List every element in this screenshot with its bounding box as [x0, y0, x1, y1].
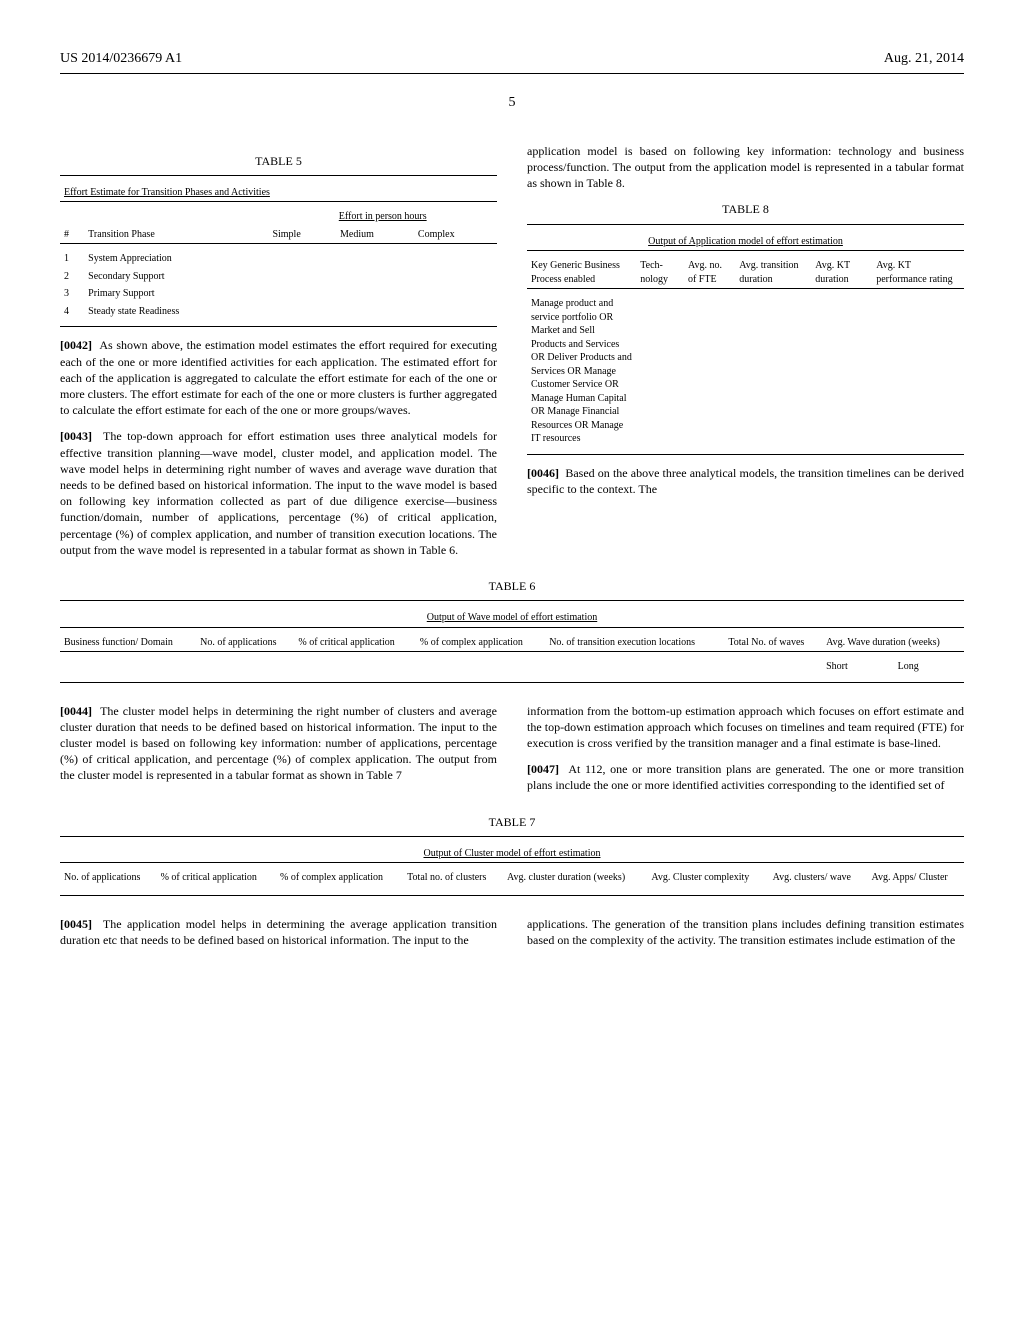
table7-label: TABLE 7 [60, 814, 964, 830]
table-row: 4Steady state Readiness [60, 303, 497, 321]
table8-caption: Output of Application model of effort es… [527, 233, 964, 251]
paragraph-46: [0046] Based on the above three analytic… [527, 465, 964, 497]
table-row: 1System Appreciation [60, 250, 497, 268]
table6-h2: % of critical application [294, 634, 416, 652]
table7-caption: Output of Cluster model of effort estima… [60, 845, 964, 863]
table6-h4: No. of transition execution locations [545, 634, 724, 652]
table6-h1: No. of applications [196, 634, 294, 652]
para-text: At 112, one or more transition plans are… [527, 762, 964, 792]
table5-effort-header: Effort in person hours [339, 211, 427, 222]
right-intro-text: application model is based on following … [527, 143, 964, 192]
table5-label: TABLE 5 [60, 153, 497, 169]
paragraph-45: [0045] The application model helps in de… [60, 916, 497, 948]
table8-h2: Avg. no. of FTE [684, 257, 735, 289]
para-text: As shown above, the estimation model est… [60, 338, 497, 417]
table7-h5: Avg. Cluster complexity [647, 869, 768, 887]
table8-cell: Manage product and service portfolio OR … [527, 295, 636, 448]
table5-h-simple: Simple [268, 226, 336, 244]
table7-h3: Total no. of clusters [403, 869, 503, 887]
table5-h-num: # [60, 226, 84, 244]
table7-h2: % of complex application [276, 869, 403, 887]
table7-h4: Avg. cluster duration (weeks) [503, 869, 647, 887]
table-row: Short Long [60, 658, 964, 676]
para-num: [0044] [60, 704, 92, 718]
table6-short: Short [822, 658, 894, 676]
table7-h7: Avg. Apps/ Cluster [868, 869, 965, 887]
table5-h-phase: Transition Phase [84, 226, 268, 244]
table6-h6: Avg. Wave duration (weeks) [822, 634, 964, 652]
para-text: The top-down approach for effort estimat… [60, 429, 497, 556]
table7-h1: % of critical application [157, 869, 276, 887]
table6-caption: Output of Wave model of effort estimatio… [60, 609, 964, 627]
right-col2-bottom: applications. The generation of the tran… [527, 916, 964, 948]
para-text: The cluster model helps in determining t… [60, 704, 497, 783]
para-num: [0042] [60, 338, 92, 352]
page-number: 5 [60, 94, 964, 113]
table5-caption: Effort Estimate for Transition Phases an… [60, 184, 497, 202]
table6-label: TABLE 6 [60, 578, 964, 594]
table5-h-medium: Medium [336, 226, 414, 244]
paragraph-44: [0044] The cluster model helps in determ… [60, 703, 497, 784]
publication-date: Aug. 21, 2014 [884, 50, 964, 69]
table8-h1: Tech-nology [636, 257, 684, 289]
para-text: Based on the above three analytical mode… [527, 466, 964, 496]
table6-h0: Business function/ Domain [60, 634, 196, 652]
table5-h-complex: Complex [414, 226, 497, 244]
table6-h3: % of complex application [416, 634, 545, 652]
para-num: [0043] [60, 429, 92, 443]
page-header: US 2014/0236679 A1 Aug. 21, 2014 [60, 50, 964, 74]
table7: Output of Cluster model of effort estima… [60, 836, 964, 896]
table8-h0: Key Generic Business Process enabled [527, 257, 636, 289]
table8: Output of Application model of effort es… [527, 224, 964, 455]
table-row: 3Primary Support [60, 285, 497, 303]
right-col2-top: information from the bottom-up estimatio… [527, 703, 964, 752]
table8-label: TABLE 8 [527, 201, 964, 217]
table5: Effort Estimate for Transition Phases an… [60, 175, 497, 328]
para-text: The application model helps in determini… [60, 917, 497, 947]
table8-h4: Avg. KT duration [811, 257, 872, 289]
table8-h3: Avg. transition duration [735, 257, 811, 289]
paragraph-47: [0047] At 112, one or more transition pl… [527, 761, 964, 793]
table-row: 2Secondary Support [60, 268, 497, 286]
paragraph-42: [0042] As shown above, the estimation mo… [60, 337, 497, 418]
table-row: Manage product and service portfolio OR … [527, 295, 964, 448]
patent-number: US 2014/0236679 A1 [60, 50, 182, 69]
para-num: [0045] [60, 917, 92, 931]
para-num: [0047] [527, 762, 559, 776]
table8-h5: Avg. KT performance rating [872, 257, 964, 289]
table6-long: Long [894, 658, 964, 676]
table6-h5: Total No. of waves [724, 634, 822, 652]
table6: Output of Wave model of effort estimatio… [60, 600, 964, 683]
para-num: [0046] [527, 466, 559, 480]
table7-h6: Avg. clusters/ wave [769, 869, 868, 887]
table7-h0: No. of applications [60, 869, 157, 887]
paragraph-43: [0043] The top-down approach for effort … [60, 428, 497, 558]
